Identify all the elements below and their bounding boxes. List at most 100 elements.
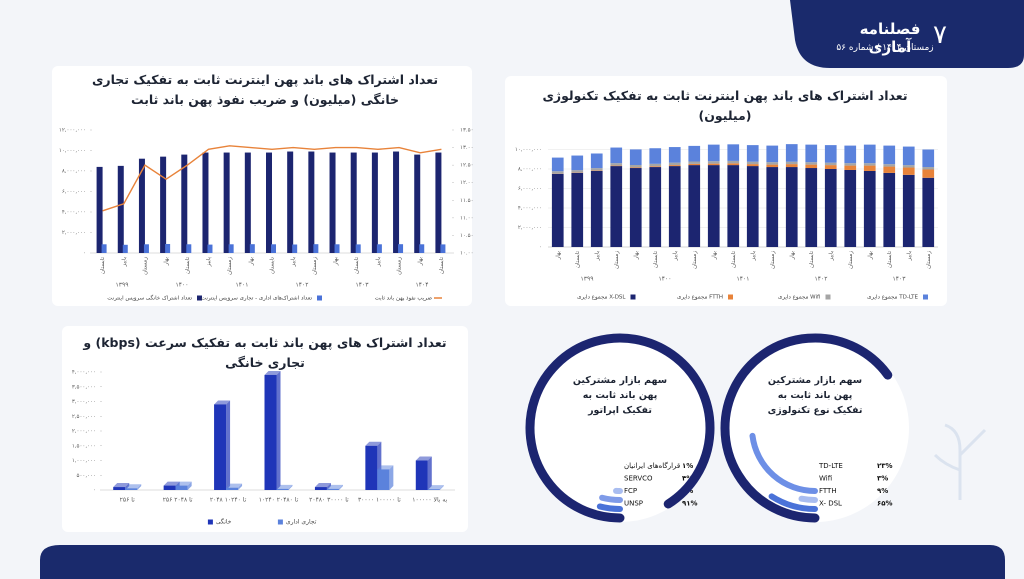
bar (249, 244, 255, 253)
bar (393, 151, 400, 253)
bar-top (365, 441, 382, 446)
y-tick-label: ۰ (93, 488, 96, 494)
y-tick-label: ۲,۰۰۰,۰۰۰ (62, 230, 86, 236)
card (52, 66, 472, 306)
bar-segment (766, 167, 779, 247)
bar (350, 152, 357, 253)
x-tick-label: پاییز (594, 251, 600, 262)
bar-side (427, 456, 432, 490)
bar-segment (610, 163, 623, 166)
y-tick-label: ۱۲.۰۰ (460, 180, 474, 186)
bar-segment (668, 166, 681, 247)
x-tick-label: بهار (711, 251, 717, 261)
bar-segment (551, 157, 564, 172)
x-tick-label: زمستان (227, 257, 233, 275)
bar-top (276, 484, 293, 489)
bar (313, 244, 319, 253)
bar-segment (824, 145, 837, 163)
x-tick-label: بهار (867, 251, 873, 261)
bar-segment (688, 145, 701, 162)
bar-segment (902, 174, 915, 247)
bar-segment (746, 145, 759, 162)
bar (334, 244, 340, 253)
y-tick-label: ۸,۰۰۰,۰۰۰ (518, 167, 542, 173)
bar (214, 404, 227, 490)
bar-segment (785, 167, 798, 247)
bar-segment (844, 169, 857, 247)
bar-top (264, 370, 281, 375)
bar-segment (707, 165, 720, 247)
chart-title: تعداد اشتراک های باند پهن اینترنت ثابت ب… (542, 88, 908, 123)
x-tick-label: تا ۲۵۶ (120, 497, 135, 504)
bar-segment (922, 149, 935, 168)
bar-segment (922, 177, 935, 247)
y-tick-label: ۶,۰۰۰,۰۰۰ (62, 189, 86, 195)
bar (329, 152, 336, 253)
x-group-label: ۱۴۰۴ (416, 282, 429, 289)
y-tick-label: ۱۰.۵۰ (460, 233, 474, 239)
x-group-label: ۱۴۰۰ (176, 282, 189, 289)
bar (244, 152, 251, 253)
bar-segment (844, 165, 857, 170)
bar-top (326, 484, 343, 489)
bar-segment (805, 144, 818, 163)
bar-segment (629, 165, 642, 168)
bar (414, 154, 421, 253)
header-title: فصلنامه آماری (859, 20, 921, 56)
bar-segment (610, 166, 623, 247)
y-tick-label: ۰ (539, 245, 542, 251)
bar (365, 445, 378, 490)
bar-segment (668, 165, 681, 167)
bar-segment (727, 163, 740, 166)
legend-swatch (630, 294, 636, 300)
bar-segment (727, 160, 740, 164)
bar-top (113, 483, 130, 488)
x-tick-label: تابستان (887, 251, 893, 268)
legend-label: مجموع دایری X-DSL (577, 295, 626, 301)
bar-segment (688, 161, 701, 164)
x-group-label: ۱۴۰۱ (737, 276, 750, 283)
bar-segment (571, 172, 584, 247)
bar (96, 166, 103, 253)
legend-swatch (197, 295, 202, 301)
bar (264, 374, 277, 490)
x-tick-label: ۲۰۴۸۰ تا ۳۰۰۰۰ (309, 497, 349, 504)
x-tick-label: ۱۰۲۴۰ تا ۲۰۴۸۰ (259, 497, 299, 504)
legend-swatch (728, 294, 733, 300)
radial-arc (798, 495, 818, 503)
bar (419, 244, 425, 253)
x-tick-label: پاییز (672, 251, 678, 262)
bar-segment (629, 149, 642, 166)
x-tick-label: پاییز (206, 257, 212, 268)
bar-segment (883, 172, 896, 247)
bar (440, 244, 446, 253)
y-tick-label: ۱۲,۰۰۰,۰۰۰ (59, 128, 86, 134)
bar (160, 156, 167, 253)
legend-swatch (923, 294, 928, 300)
x-tick-label: تابستان (439, 257, 445, 274)
bar-side (338, 484, 343, 490)
y-tick-label: ۴,۰۰۰,۰۰۰ (72, 370, 96, 376)
bar-segment (902, 146, 915, 166)
bar-segment (766, 164, 779, 168)
bar-segment (610, 147, 623, 164)
bar-side (389, 465, 394, 490)
bar (165, 243, 171, 253)
category-label: UNSP (624, 500, 643, 508)
category-label: FCP (624, 487, 637, 495)
bar-segment (649, 166, 662, 168)
bar (435, 152, 442, 253)
bar-top (415, 456, 432, 461)
bar-segment (629, 168, 642, 247)
x-group-label: ۱۴۰۰ (659, 276, 672, 283)
y-tick-label: ۶,۰۰۰,۰۰۰ (518, 186, 542, 192)
bar-segment (649, 167, 662, 247)
bar-top (214, 400, 231, 405)
bar-side (187, 481, 192, 490)
bar (181, 154, 188, 253)
bar-segment (707, 163, 720, 166)
legend-swatch (277, 519, 283, 525)
x-tick-label: ۳۰۰۰۰ تا ۱۰۰۰۰۰ (358, 497, 401, 504)
y-tick-label: ۱۳.۵۰ (460, 128, 474, 134)
